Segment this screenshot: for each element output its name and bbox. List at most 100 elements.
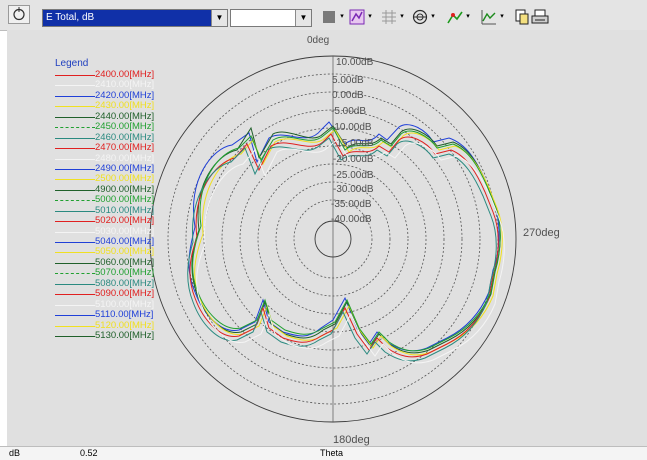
ring-label: 5.00dB <box>332 75 364 86</box>
legend-item-label: 5030.00[MHz] <box>95 225 155 237</box>
dropdown-arrow-icon[interactable]: ▾ <box>368 13 372 20</box>
dropdown-arrow-icon[interactable]: ▾ <box>400 13 404 20</box>
legend-item-label: 2400.00[MHz] <box>95 69 155 80</box>
legend-item-label: 2500.00[MHz] <box>95 173 155 185</box>
legend-item: 2480.00[MHz] <box>55 153 167 164</box>
grid-style-button[interactable]: ▾ <box>380 8 406 26</box>
legend-item: 4900.00[MHz] <box>55 184 167 195</box>
legend-item-label: 2440.00[MHz] <box>95 110 155 122</box>
legend-item-label: 2490.00[MHz] <box>95 162 155 174</box>
legend-item-label: 5120.00[MHz] <box>95 319 155 331</box>
plot-type-button[interactable]: ▾ <box>348 8 374 26</box>
legend-item-label: 5000.00[MHz] <box>95 194 155 206</box>
legend-swatch <box>55 200 95 202</box>
legend-item-label: 5110.00[MHz] <box>95 309 154 321</box>
legend-item: 2420.00[MHz] <box>55 89 167 101</box>
legend-item: 2490.00[MHz] <box>55 162 167 174</box>
pattern-trace <box>189 133 499 358</box>
print-button[interactable] <box>531 8 549 26</box>
legend-swatch <box>55 304 95 306</box>
secondary-select[interactable]: ▼ <box>230 9 312 27</box>
legend-item-label: 2430.00[MHz] <box>95 100 155 112</box>
legend-item: 5010.00[MHz] <box>55 204 167 216</box>
pattern-trace <box>196 139 505 364</box>
legend-swatch <box>55 294 95 296</box>
trace-button[interactable]: ▾ <box>480 8 506 26</box>
status-value: 0.52 <box>80 448 98 458</box>
legend-title: Legend <box>55 58 89 69</box>
angle-label-right: 270deg <box>523 227 560 239</box>
legend-item-label: 2420.00[MHz] <box>95 89 155 101</box>
legend-item-label: 5070.00[MHz] <box>95 267 155 279</box>
polar-plot-area: 0deg 270deg 180deg 10.00dB 5.00dB 0.00dB… <box>7 30 647 446</box>
toolbar: E Total, dB ▼ ▼ ▾ ▾ ▾ ▾ ▾ ▾ <box>0 0 647 31</box>
legend-swatch <box>55 189 95 191</box>
marker-icon <box>447 11 463 24</box>
legend-item: 2470.00[MHz] <box>55 142 167 154</box>
legend-item-label: 5130.00[MHz] <box>95 329 155 341</box>
quantity-select[interactable]: E Total, dB ▼ <box>42 9 228 27</box>
legend-item: 5080.00[MHz] <box>55 277 167 289</box>
legend-item: 5070.00[MHz] <box>55 267 167 279</box>
cursor-pick-icon <box>13 7 25 21</box>
gray-square-icon <box>323 11 335 23</box>
ring-label: -40.00dB <box>331 214 372 225</box>
status-axis-name: Theta <box>320 448 344 458</box>
polar-button[interactable]: ▾ <box>411 8 437 26</box>
legend-item-label: 5080.00[MHz] <box>95 277 155 289</box>
quantity-select-value: E Total, dB <box>43 10 211 26</box>
ring-label: -5.00dB <box>331 106 367 117</box>
legend-swatch <box>55 210 95 212</box>
legend-item: 5030.00[MHz] <box>55 225 167 237</box>
angle-label-bottom: 180deg <box>333 434 370 446</box>
secondary-select-value <box>231 10 295 26</box>
polar-ring <box>203 109 463 369</box>
copy-button[interactable] <box>513 8 531 26</box>
legend-item: 2440.00[MHz] <box>55 110 167 122</box>
legend-item-label: 5040.00[MHz] <box>95 236 155 247</box>
legend-swatch <box>55 85 95 87</box>
legend-item-label: 5010.00[MHz] <box>95 204 155 216</box>
ring-label: -30.00dB <box>333 184 374 195</box>
legend-swatch <box>55 335 95 337</box>
legend-swatch <box>55 75 95 76</box>
legend-item: 2500.00[MHz] <box>55 173 167 185</box>
legend-item: 5000.00[MHz] <box>55 194 167 206</box>
printer-icon <box>531 9 549 24</box>
legend-item: 2410.00[MHz] <box>55 79 167 91</box>
legend-swatch <box>55 95 95 97</box>
marker-button[interactable]: ▾ <box>446 8 472 26</box>
legend-swatch <box>55 137 95 139</box>
stop-button[interactable]: ▾ <box>320 8 346 26</box>
dropdown-arrow-icon[interactable]: ▾ <box>500 13 504 20</box>
dropdown-arrow-icon[interactable]: ▾ <box>340 13 344 20</box>
pattern-trace <box>194 129 503 356</box>
legend-swatch <box>55 262 95 264</box>
ring-label: 0.00dB <box>332 90 364 101</box>
polar-ring <box>221 127 445 351</box>
legend-item-label: 2410.00[MHz] <box>95 79 155 91</box>
legend-item-label: 2450.00[MHz] <box>95 121 155 133</box>
ring-label: 10.00dB <box>336 57 374 68</box>
chevron-down-icon[interactable]: ▼ <box>295 10 311 26</box>
legend-swatch <box>55 252 95 254</box>
legend-item: 5110.00[MHz] <box>55 309 167 321</box>
dropdown-arrow-icon[interactable]: ▾ <box>466 13 470 20</box>
grid-style-icon <box>382 10 396 24</box>
ring-label: -10.00dB <box>331 122 372 133</box>
legend-swatch <box>55 221 95 223</box>
legend-item-label: 2470.00[MHz] <box>95 142 155 154</box>
legend-item: 5120.00[MHz] <box>55 319 167 331</box>
pick-button[interactable] <box>8 5 30 24</box>
legend-item-label: 5090.00[MHz] <box>95 288 155 300</box>
dropdown-arrow-icon[interactable]: ▾ <box>431 13 435 20</box>
chevron-down-icon[interactable]: ▼ <box>211 10 227 26</box>
legend-swatch <box>55 325 95 327</box>
legend-item: 5090.00[MHz] <box>55 288 167 300</box>
legend-swatch <box>55 127 95 129</box>
legend-item: 5100.00[MHz] <box>55 299 167 310</box>
status-bar: dB 0.52 Theta <box>0 446 647 460</box>
legend-items: 2400.00[MHz] 2410.00[MHz] 2420.00[MHz] 2430… <box>55 69 167 341</box>
legend-swatch <box>55 242 95 243</box>
pattern-trace <box>192 127 501 352</box>
